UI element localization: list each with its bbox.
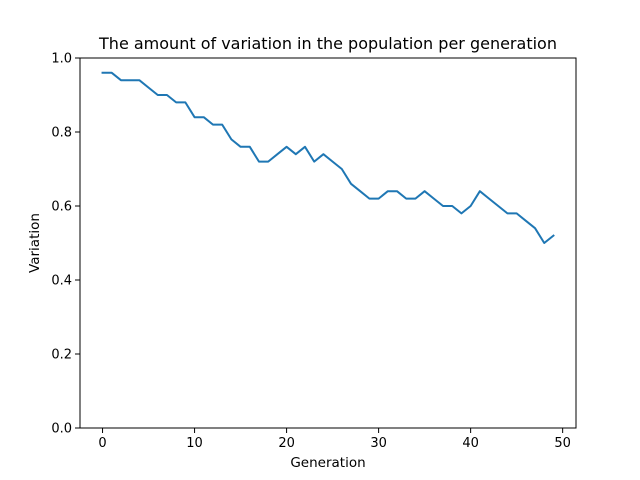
chart-title: The amount of variation in the populatio…	[98, 34, 557, 53]
x-tick-label: 0	[98, 436, 106, 451]
y-tick-label: 0.4	[51, 274, 72, 289]
series-line	[101, 71, 555, 244]
x-axis: 0 10 20 30 40 50	[98, 428, 571, 451]
x-tick-label: 20	[278, 436, 295, 451]
y-axis: 0.0 0.2 0.4 0.6 0.8 1.0	[51, 52, 80, 437]
y-axis-label: Variation	[27, 213, 43, 273]
x-tick-label: 30	[370, 436, 387, 451]
x-tick-label: 10	[186, 436, 203, 451]
x-tick-label: 40	[462, 436, 479, 451]
y-tick-label: 0.6	[51, 200, 72, 215]
axes-frame	[79, 57, 577, 429]
y-tick-label: 0.2	[51, 348, 72, 363]
plot-area	[101, 71, 555, 244]
y-tick-label: 0.8	[51, 126, 72, 141]
y-tick-label: 0.0	[51, 422, 72, 437]
y-tick-label: 1.0	[51, 52, 72, 67]
x-axis-label: Generation	[290, 455, 365, 471]
x-tick-label: 50	[554, 436, 571, 451]
